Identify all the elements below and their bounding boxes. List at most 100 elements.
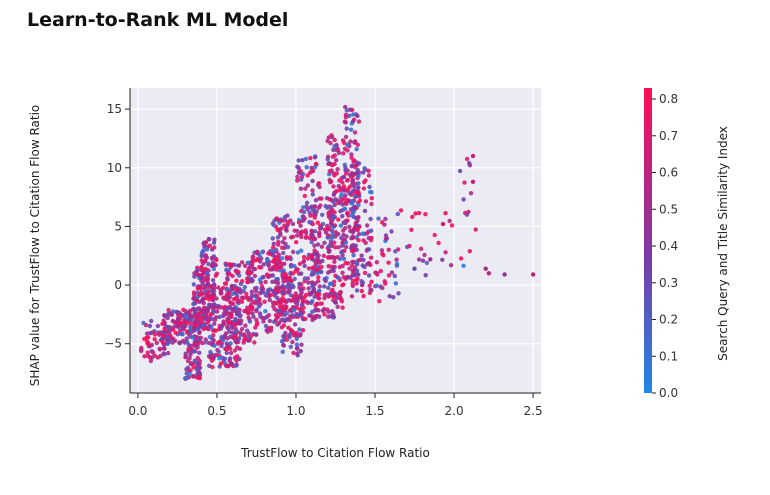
data-point-1453 [310, 222, 315, 227]
data-point-1912 [410, 214, 415, 220]
data-point-931 [266, 313, 271, 318]
data-point-1755 [361, 186, 367, 191]
data-point-1744 [343, 115, 349, 120]
data-point-1210 [304, 200, 310, 205]
data-point-1309 [294, 313, 300, 318]
data-point-1110 [300, 328, 306, 333]
data-point-1906 [443, 211, 448, 216]
data-point-1901 [447, 218, 452, 224]
data-point-788 [225, 296, 230, 301]
data-point-1791 [362, 166, 367, 171]
data-point-1916 [395, 211, 400, 217]
data-point-1291 [299, 290, 304, 295]
data-point-18 [149, 342, 155, 348]
data-point-1133 [280, 317, 286, 322]
data-point-1890 [374, 283, 379, 288]
data-point-1268 [299, 248, 304, 253]
data-point-648 [212, 343, 217, 348]
data-point-1276 [295, 250, 300, 255]
data-point-505 [211, 333, 216, 338]
data-point-264 [193, 359, 199, 364]
data-point-1681 [356, 119, 362, 124]
data-point-1857 [351, 171, 356, 177]
data-point-802 [261, 319, 266, 324]
data-point-887 [251, 299, 256, 305]
data-point-10 [162, 352, 167, 357]
data-point-444 [205, 309, 210, 314]
data-point-791 [233, 296, 238, 301]
data-point-927 [266, 263, 271, 268]
data-point-320 [192, 292, 197, 297]
data-point-1634 [342, 140, 347, 146]
data-point-1875 [383, 216, 388, 222]
data-point-465 [206, 289, 211, 295]
data-point-780 [222, 281, 228, 286]
data-point-1333 [332, 240, 337, 245]
data-point-1599 [331, 215, 336, 221]
data-point-1620 [351, 112, 356, 117]
data-point-1783 [369, 196, 374, 201]
data-point-472 [204, 247, 210, 252]
data-point-1203 [300, 158, 305, 163]
colorbar-tick-label-2: 0.2 [659, 313, 678, 327]
data-point-428 [212, 237, 217, 242]
data-point-1003 [272, 306, 277, 312]
data-point-1051 [284, 255, 289, 260]
data-point-1295 [303, 316, 308, 322]
data-point-1408 [330, 309, 335, 314]
data-point-1536 [336, 232, 341, 237]
data-point-1034 [288, 264, 294, 269]
data-point-1335 [319, 244, 325, 249]
data-point-461 [210, 287, 216, 292]
data-point-469 [202, 244, 207, 249]
data-point-106 [178, 320, 183, 326]
data-point-476 [200, 281, 205, 287]
data-point-1407 [316, 205, 321, 210]
data-point-1401 [312, 204, 318, 209]
data-point-929 [250, 294, 255, 299]
data-point-1284 [297, 281, 302, 287]
data-point-1424 [311, 236, 317, 242]
data-point-1597 [330, 235, 335, 240]
data-point-451 [199, 250, 205, 255]
data-point-1668 [349, 152, 354, 157]
data-point-1313 [310, 169, 315, 174]
data-point-1414 [313, 307, 319, 312]
data-point-1844 [360, 170, 366, 175]
data-point-1914 [407, 243, 412, 249]
data-point-1671 [348, 139, 353, 144]
data-point-989 [270, 266, 275, 272]
data-point-1340 [319, 264, 324, 270]
data-point-1115 [286, 298, 291, 303]
data-point-1571 [325, 226, 331, 231]
data-point-1853 [360, 280, 365, 285]
data-point-222 [197, 350, 202, 355]
data-point-1234 [306, 286, 311, 291]
data-point-1777 [367, 184, 372, 190]
data-point-1411 [311, 288, 316, 293]
data-point-962 [272, 257, 277, 262]
data-point-1400 [328, 239, 334, 244]
data-point-1509 [340, 214, 345, 219]
data-point-1869 [389, 229, 394, 234]
data-point-1644 [347, 266, 352, 271]
data-point-1518 [340, 305, 345, 310]
data-point-1251 [302, 263, 307, 269]
data-point-1031 [282, 214, 288, 220]
data-point-464 [209, 263, 214, 268]
data-point-1859 [349, 248, 355, 254]
data-point-868 [261, 274, 266, 280]
data-point-1732 [350, 119, 356, 124]
data-point-999 [275, 295, 280, 300]
data-point-68 [173, 330, 178, 335]
data-point-876 [247, 271, 252, 276]
data-point-246 [184, 340, 190, 345]
data-point-1915 [418, 246, 424, 251]
data-point-1530 [329, 281, 334, 286]
data-point-1289 [298, 306, 303, 312]
data-point-1302 [317, 230, 322, 235]
data-point-789 [230, 273, 235, 279]
data-point-477 [203, 259, 208, 264]
data-point-1093 [286, 325, 291, 330]
data-point-1531 [332, 153, 338, 158]
